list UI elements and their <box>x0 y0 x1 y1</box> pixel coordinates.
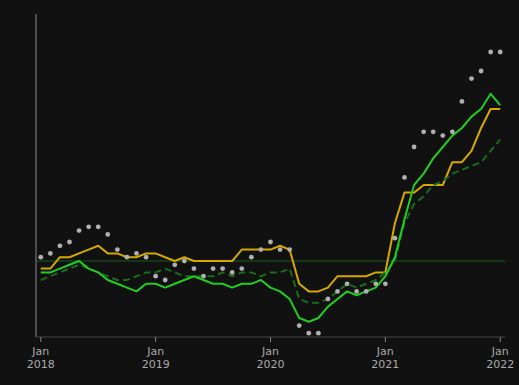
point <box>182 259 187 264</box>
point <box>115 247 120 252</box>
line <box>41 139 500 302</box>
point <box>201 274 206 279</box>
point <box>192 266 197 271</box>
chart: Jan2018 Jan2019 Jan2020 Jan2021 Jan2022 <box>0 0 519 385</box>
x-tick-label: Jan2021 <box>371 345 399 371</box>
point <box>460 99 465 104</box>
point <box>450 129 455 134</box>
point <box>230 270 235 275</box>
x-tick <box>155 337 156 342</box>
point <box>278 247 283 252</box>
point <box>96 224 101 229</box>
point <box>211 266 216 271</box>
point <box>431 129 436 134</box>
line <box>41 109 500 291</box>
x-tick-label: Jan2019 <box>142 345 170 371</box>
point <box>354 289 359 294</box>
point <box>326 297 331 302</box>
x-tick-label: Jan2022 <box>486 345 514 371</box>
point <box>125 255 130 260</box>
x-tick <box>40 337 41 342</box>
point <box>440 133 445 138</box>
point <box>316 331 321 336</box>
x-tick <box>385 337 386 342</box>
background <box>0 0 519 385</box>
point <box>86 224 91 229</box>
point <box>48 251 53 256</box>
point <box>77 228 82 233</box>
series <box>41 109 500 291</box>
point <box>105 232 110 237</box>
point <box>335 289 340 294</box>
point <box>163 278 168 283</box>
x-tick <box>270 337 271 342</box>
point <box>134 251 139 256</box>
point <box>393 236 398 241</box>
series <box>41 139 500 302</box>
x-tick-label: Jan2018 <box>27 345 55 371</box>
x-tick-label: Jan2020 <box>257 345 285 371</box>
point <box>172 262 177 267</box>
point <box>58 243 63 248</box>
reference-line <box>36 261 505 262</box>
point <box>488 50 493 55</box>
x-tick <box>500 337 501 342</box>
point <box>479 69 484 74</box>
point <box>144 255 149 260</box>
point <box>259 247 264 252</box>
point <box>297 323 302 328</box>
plot-area <box>38 50 502 336</box>
reference-lines <box>36 261 505 262</box>
point <box>345 281 350 286</box>
point <box>38 255 43 260</box>
point <box>220 266 225 271</box>
point <box>421 129 426 134</box>
y-axis-line <box>36 14 37 337</box>
point <box>239 266 244 271</box>
point <box>287 247 292 252</box>
point <box>412 145 417 150</box>
point <box>469 76 474 81</box>
point <box>249 255 254 260</box>
point <box>306 331 311 336</box>
point <box>268 240 273 245</box>
line <box>41 94 500 322</box>
point <box>383 281 388 286</box>
point <box>373 281 378 286</box>
series <box>41 94 500 322</box>
point <box>498 50 503 55</box>
point <box>402 175 407 180</box>
x-axis: Jan2018 Jan2019 Jan2020 Jan2021 Jan2022 <box>27 337 514 371</box>
series <box>38 50 502 336</box>
point <box>364 289 369 294</box>
point <box>67 240 72 245</box>
point <box>153 274 158 279</box>
